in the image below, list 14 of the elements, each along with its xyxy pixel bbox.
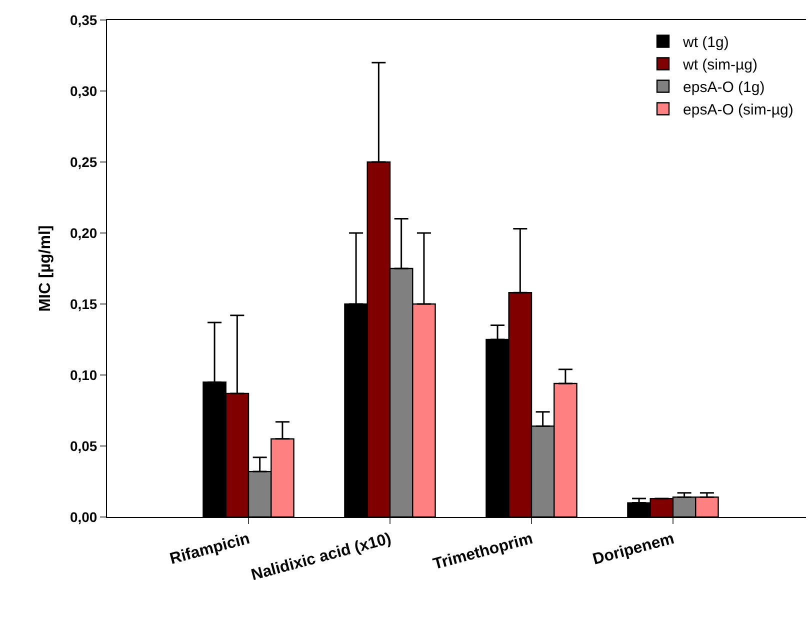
y-axis-title: MIC [µg/ml] [36,225,54,312]
y-tick-label: 0,05 [70,438,98,454]
y-tick-label: 0,20 [70,224,98,241]
y-tick-label: 0,30 [70,82,98,99]
y-tick-label: 0,25 [70,154,98,170]
legend-label: epsA-O (sim-µg) [683,102,794,119]
y-tick-label: 0,15 [70,296,98,312]
legend-label: wt (sim-µg) [682,56,758,74]
x-tick-label: Nalidixic acid (x10) [250,530,394,584]
y-tick-label: 0,35 [70,12,98,28]
y-tick-label: 0,10 [70,366,98,383]
legend-label: wt (1g) [682,34,729,52]
legend-label: epsA-O (1g) [683,79,765,96]
y-tick-label: 0,00 [70,508,98,525]
